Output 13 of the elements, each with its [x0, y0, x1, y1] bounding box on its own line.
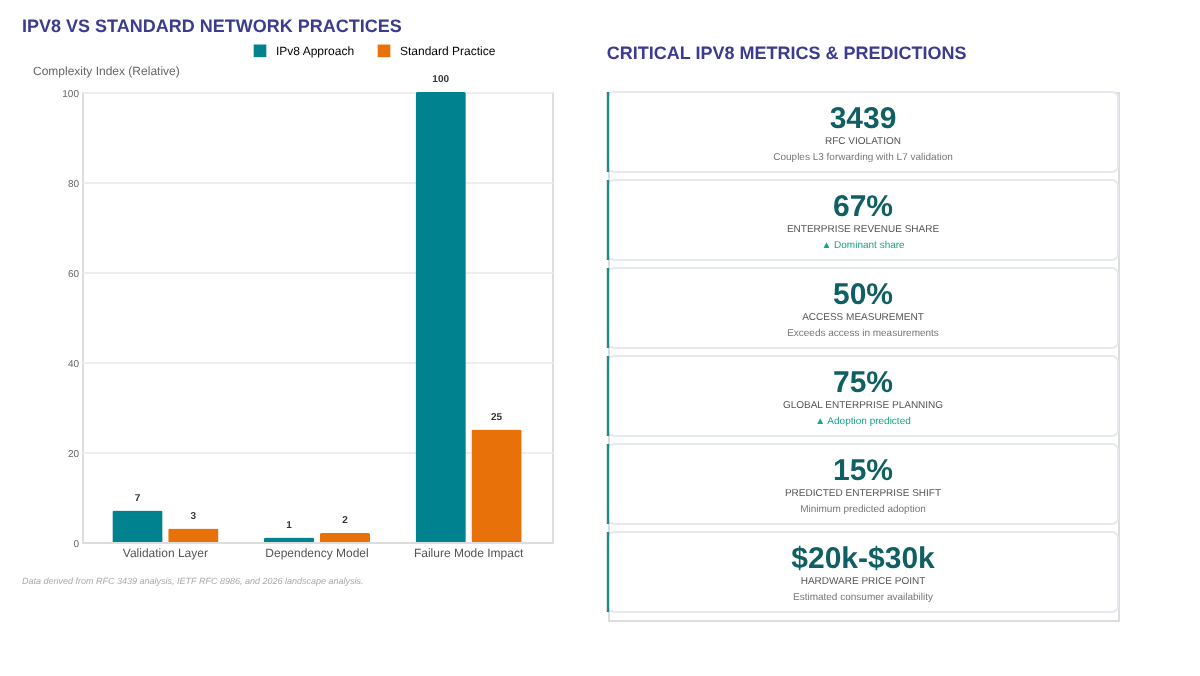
text: 75%: [832, 366, 894, 400]
bar: [112, 510, 163, 542]
text: 15%: [832, 454, 894, 488]
text: 50%: [832, 278, 894, 312]
chart-title: IPV8 VS STANDARD NETWORK PRACTICES: [22, 16, 402, 36]
text: 3439: [829, 102, 897, 136]
text: CRITICAL IPV8 METRICS & PREDICTIONS: [606, 42, 967, 63]
text: $20k-$30k: [791, 542, 937, 576]
bar: [319, 533, 371, 542]
text: 67%: [832, 190, 894, 224]
bar: [415, 92, 466, 542]
bar: [471, 429, 522, 542]
bar: [168, 528, 219, 542]
